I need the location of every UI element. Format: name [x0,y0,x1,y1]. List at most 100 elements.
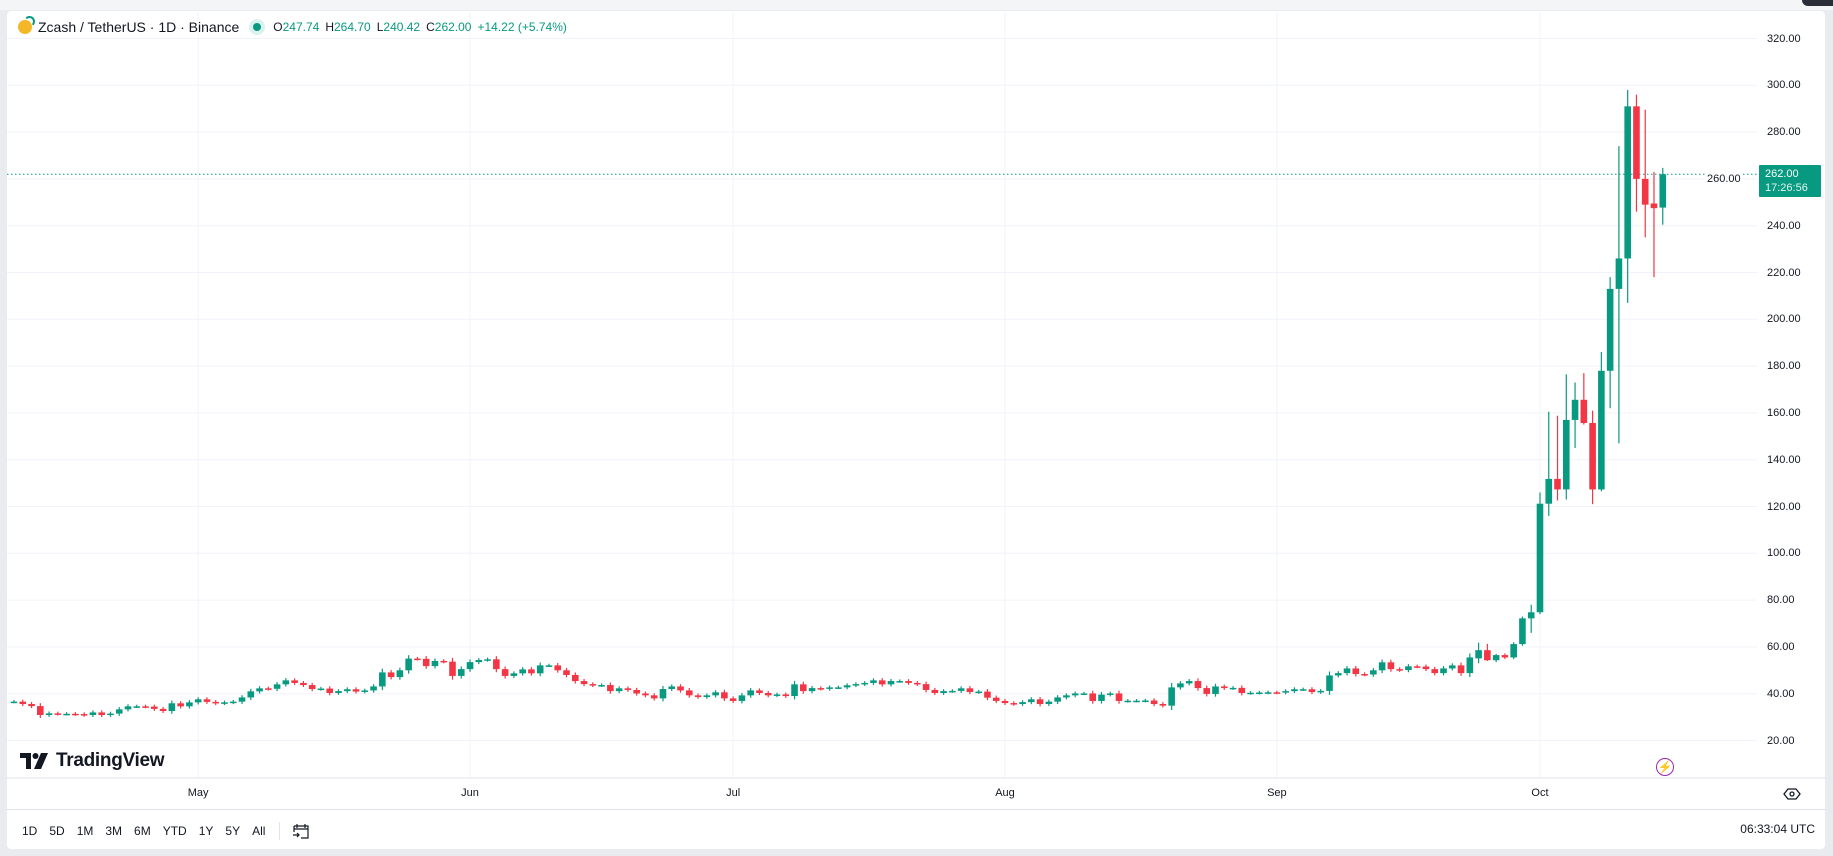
candle-up [957,688,965,691]
time-axis[interactable]: May Jun Jul Aug Sep Oct [0,787,1757,801]
logo-text: TradingView [56,750,165,771]
last-price: 262.00 [1765,168,1799,180]
candle-up [791,684,798,697]
candle-down [28,703,35,707]
candle-up [1466,657,1474,674]
candle-down [142,706,149,708]
candle-down [300,682,307,686]
candle-up [545,665,553,667]
range-3m[interactable]: 3M [105,824,123,838]
tradingview-logo[interactable]: TradingView [20,750,165,772]
candle-up [238,697,246,702]
range-all[interactable]: All [252,824,266,838]
utc-clock[interactable]: 06:33:04 UTC [1740,822,1815,836]
price-chart[interactable] [0,0,1833,812]
eye-icon[interactable] [1783,787,1801,801]
candle-up [124,706,132,710]
candle-down [265,688,272,690]
candle-up [852,684,860,686]
candle-up [949,690,956,693]
open-label: O [273,20,283,34]
candle-up [1185,681,1193,684]
candle-up [1098,694,1105,701]
candle-down [580,681,588,685]
candle-up [598,685,605,687]
price-tick-label: 60.00 [1767,640,1795,653]
candle-up [45,713,53,715]
candle-down [1194,681,1202,689]
open-value: 247.74 [282,20,320,34]
candle-down [1273,692,1281,694]
candle-up [1326,675,1333,691]
candle-up [1615,258,1623,289]
candle-down [905,681,912,683]
price-tick-label: 320.00 [1767,32,1801,45]
candle-down [19,701,27,704]
candle-up [843,685,851,688]
range-1d[interactable]: 1D [22,824,38,838]
candle-down [1238,687,1246,693]
candle-up [1133,700,1140,703]
candle-up [510,673,518,676]
candle-down [1422,666,1430,670]
candle-up [361,690,369,692]
candle-up [168,703,176,712]
live-dot-icon [249,19,266,35]
candle-down [1150,700,1158,704]
candle-down [177,703,184,707]
calendar-goto-icon[interactable] [292,822,310,840]
candle-down [440,660,448,663]
candle-up [536,665,544,674]
candle-up [247,691,255,698]
candle-down [326,688,334,693]
candle-up [861,682,868,685]
candle-up [475,660,483,663]
candle-down [914,682,921,685]
ohlc-close: C262.00 [426,20,471,34]
symbol-title[interactable]: Zcash / TetherUS · 1D · Binance [38,19,240,35]
chart-panel [7,11,1825,849]
range-5y[interactable]: 5Y [225,824,241,838]
candle-down [1001,700,1009,704]
price-tick-label: 100.00 [1767,547,1801,560]
candle-up [229,701,237,704]
range-6m[interactable]: 6M [134,824,151,838]
candle-down [1633,106,1640,179]
tradingview-logo-icon [20,753,48,769]
candle-down [589,684,597,686]
candle-down [782,694,790,697]
candle-up [1510,644,1517,658]
candle-up [870,680,877,683]
candle-up [1405,666,1412,671]
range-1m[interactable]: 1M [76,824,94,838]
low-label: L [376,20,384,34]
change-value: +14.22 (+5.74%) [477,20,567,34]
range-toolbar: 1D 5D 1M 3M 6M YTD 1Y 5Y All [22,822,310,840]
candle-up [379,672,386,687]
candle-down [694,695,702,697]
candle-up [1624,106,1631,259]
top-right-control[interactable] [1802,0,1833,6]
range-ytd[interactable]: YTD [162,824,187,838]
candle-up [1028,699,1035,703]
candle-up [1045,701,1053,704]
candle-up [457,669,465,676]
price-tick-label: 160.00 [1767,406,1801,419]
high-label: H [325,20,334,34]
candle-up [896,681,904,683]
range-5d[interactable]: 5D [49,824,65,838]
candle-down [642,693,649,696]
candle-up [1378,662,1386,671]
candle-down [1501,655,1509,658]
candle-down [1387,662,1395,670]
candle-up [194,699,202,703]
candle-down [1580,399,1588,423]
lightning-icon[interactable]: ⚡ [1656,758,1674,776]
candle-up [773,694,781,696]
candle-down [571,674,579,682]
range-1y[interactable]: 1Y [198,824,214,838]
price-tick-label: 120.00 [1767,500,1801,513]
price-tick-label: 220.00 [1767,266,1801,279]
candle-up [887,681,895,685]
candle-down [931,689,939,693]
